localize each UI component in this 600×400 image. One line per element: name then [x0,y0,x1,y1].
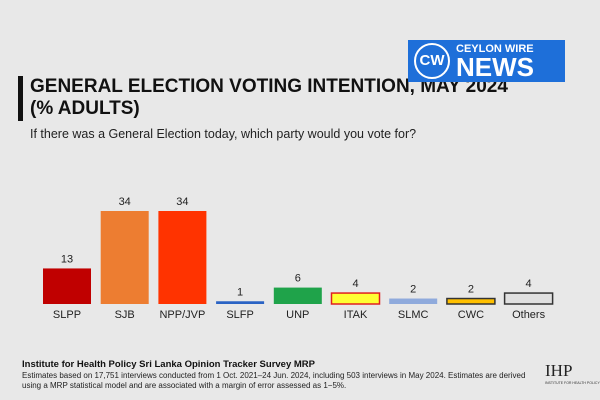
value-label: 34 [176,196,188,208]
value-label: 4 [352,278,358,290]
bar [273,287,322,304]
x-tick-label: Others [512,309,546,321]
x-tick-label: SJB [115,309,135,321]
source-note: Estimates based on 17,751 interviews con… [22,371,526,380]
value-label: 6 [295,273,301,285]
bar [43,268,91,304]
logo-word: NEWS [456,52,534,82]
logo-mark: CW [414,43,450,79]
value-label: 2 [410,284,416,296]
source-title: Institute for Health Policy Sri Lanka Op… [22,359,315,370]
ihp-logo-name: INSTITUTE FOR HEALTH POLICY [545,381,600,385]
x-tick-label: CWC [458,309,484,321]
value-label: 4 [526,278,532,290]
bar [446,297,496,305]
source-note: using a MRP statistical model and are as… [22,381,347,390]
bar [100,211,149,304]
bar [158,211,207,304]
x-tick-label: SLMC [398,309,429,321]
bar [216,301,265,304]
x-tick-label: SLPP [53,309,81,321]
x-tick-label: UNP [286,309,309,321]
bar [503,292,554,305]
logo: CW CEYLON WIRE NEWS [408,40,565,82]
title-accent [18,76,23,121]
bar [330,292,381,305]
x-tick-label: NPP/JVP [159,309,205,321]
chart-title: GENERAL ELECTION VOTING INTENTION, MAY 2… [30,76,508,119]
bar [389,298,438,304]
ihp-logo-mark: IHP [545,361,573,380]
value-label: 1 [237,286,243,298]
chart-subtitle: If there was a General Election today, w… [30,127,417,141]
value-label: 13 [61,253,73,265]
value-label: 2 [468,284,474,296]
x-tick-label: ITAK [344,309,368,321]
x-tick-label: SLFP [226,309,254,321]
value-label: 34 [119,196,131,208]
logo-brand: CEYLON WIRE [456,43,534,55]
